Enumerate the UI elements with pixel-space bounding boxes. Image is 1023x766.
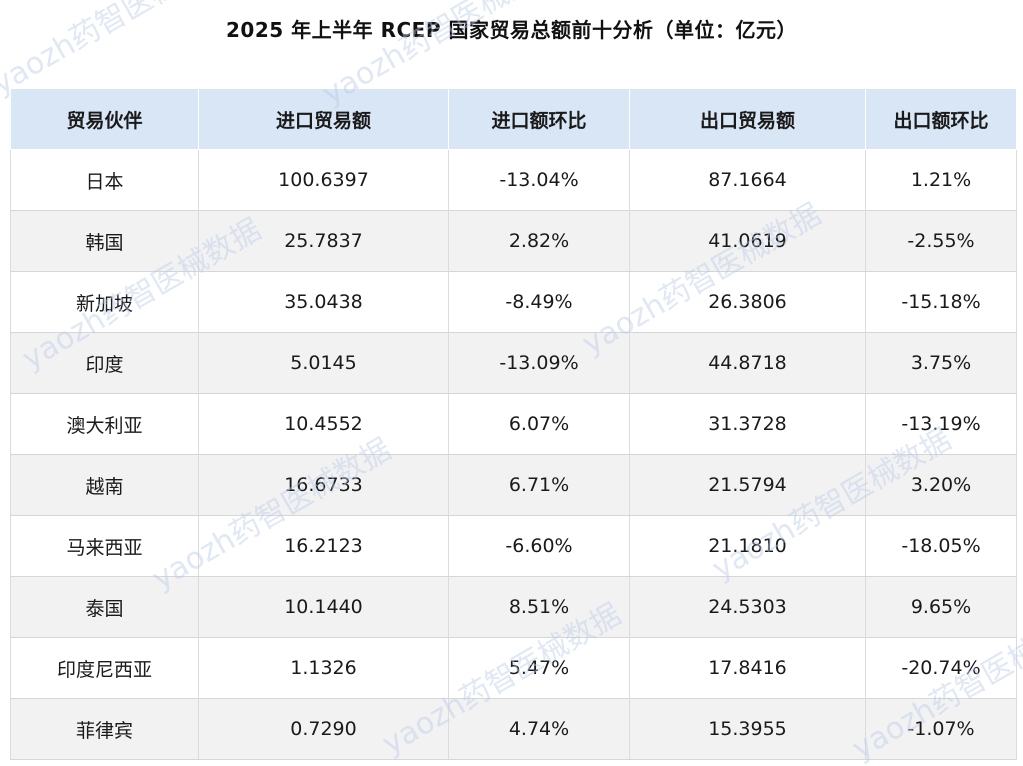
partner-cell: 越南 xyxy=(10,454,199,516)
table-row: 韩国 25.7837 2.82% 41.0619 -2.55% xyxy=(10,210,1017,272)
value-cell: 100.6397 xyxy=(198,149,449,211)
value-cell: 21.5794 xyxy=(629,454,866,516)
value-cell: 1.21% xyxy=(865,149,1017,211)
partner-cell: 日本 xyxy=(10,149,199,211)
table-body: 日本 100.6397 -13.04% 87.1664 1.21% 韩国 25.7837 2.… xyxy=(10,149,1017,760)
partner-cell: 印度 xyxy=(10,332,199,394)
value-cell: 2.82% xyxy=(448,210,630,272)
chart-title: 2025 年上半年 RCEP 国家贸易总额前十分析（单位：亿元） xyxy=(226,18,797,42)
table-header-row: 贸易伙伴 进口贸易额 进口额环比 出口贸易额 出口额环比 xyxy=(10,88,1017,150)
partner-cell: 菲律宾 xyxy=(10,698,199,760)
table-row: 澳大利亚 10.4552 6.07% 31.3728 -13.19% xyxy=(10,393,1017,455)
column-header: 进口贸易额 xyxy=(198,88,449,150)
value-cell: 35.0438 xyxy=(198,271,449,333)
value-cell: 44.8718 xyxy=(629,332,866,394)
partner-cell: 新加坡 xyxy=(10,271,199,333)
partner-cell: 韩国 xyxy=(10,210,199,272)
partner-cell: 澳大利亚 xyxy=(10,393,199,455)
value-cell: 41.0619 xyxy=(629,210,866,272)
value-cell: -15.18% xyxy=(865,271,1017,333)
value-cell: 15.3955 xyxy=(629,698,866,760)
table-row: 日本 100.6397 -13.04% 87.1664 1.21% xyxy=(10,149,1017,211)
value-cell: 4.74% xyxy=(448,698,630,760)
table-row: 泰国 10.1440 8.51% 24.5303 9.65% xyxy=(10,576,1017,638)
value-cell: -2.55% xyxy=(865,210,1017,272)
value-cell: 21.1810 xyxy=(629,515,866,577)
table-row: 菲律宾 0.7290 4.74% 15.3955 -1.07% xyxy=(10,698,1017,760)
value-cell: 6.07% xyxy=(448,393,630,455)
table-row: 新加坡 35.0438 -8.49% 26.3806 -15.18% xyxy=(10,271,1017,333)
table-row: 印度尼西亚 1.1326 5.47% 17.8416 -20.74% xyxy=(10,637,1017,699)
value-cell: -1.07% xyxy=(865,698,1017,760)
value-cell: 3.20% xyxy=(865,454,1017,516)
partner-cell: 泰国 xyxy=(10,576,199,638)
value-cell: 5.0145 xyxy=(198,332,449,394)
column-header: 出口贸易额 xyxy=(629,88,866,150)
column-header: 贸易伙伴 xyxy=(10,88,199,150)
partner-cell: 印度尼西亚 xyxy=(10,637,199,699)
value-cell: -20.74% xyxy=(865,637,1017,699)
table-row: 越南 16.6733 6.71% 21.5794 3.20% xyxy=(10,454,1017,516)
value-cell: 31.3728 xyxy=(629,393,866,455)
value-cell: 8.51% xyxy=(448,576,630,638)
column-header: 进口额环比 xyxy=(448,88,630,150)
value-cell: 9.65% xyxy=(865,576,1017,638)
value-cell: 16.6733 xyxy=(198,454,449,516)
value-cell: 1.1326 xyxy=(198,637,449,699)
table-row: 印度 5.0145 -13.09% 44.8718 3.75% xyxy=(10,332,1017,394)
value-cell: 10.1440 xyxy=(198,576,449,638)
value-cell: 16.2123 xyxy=(198,515,449,577)
value-cell: -13.09% xyxy=(448,332,630,394)
value-cell: -6.60% xyxy=(448,515,630,577)
value-cell: -18.05% xyxy=(865,515,1017,577)
value-cell: 3.75% xyxy=(865,332,1017,394)
value-cell: 17.8416 xyxy=(629,637,866,699)
value-cell: 24.5303 xyxy=(629,576,866,638)
value-cell: 5.47% xyxy=(448,637,630,699)
value-cell: -8.49% xyxy=(448,271,630,333)
value-cell: -13.04% xyxy=(448,149,630,211)
value-cell: 26.3806 xyxy=(629,271,866,333)
value-cell: 10.4552 xyxy=(198,393,449,455)
value-cell: -13.19% xyxy=(865,393,1017,455)
value-cell: 25.7837 xyxy=(198,210,449,272)
partner-cell: 马来西亚 xyxy=(10,515,199,577)
table-row: 马来西亚 16.2123 -6.60% 21.1810 -18.05% xyxy=(10,515,1017,577)
value-cell: 6.71% xyxy=(448,454,630,516)
trade-table: 贸易伙伴 进口贸易额 进口额环比 出口贸易额 出口额环比 日本 100.6397-… xyxy=(10,88,1017,760)
value-cell: 0.7290 xyxy=(198,698,449,760)
column-header: 出口额环比 xyxy=(865,88,1017,150)
value-cell: 87.1664 xyxy=(629,149,866,211)
